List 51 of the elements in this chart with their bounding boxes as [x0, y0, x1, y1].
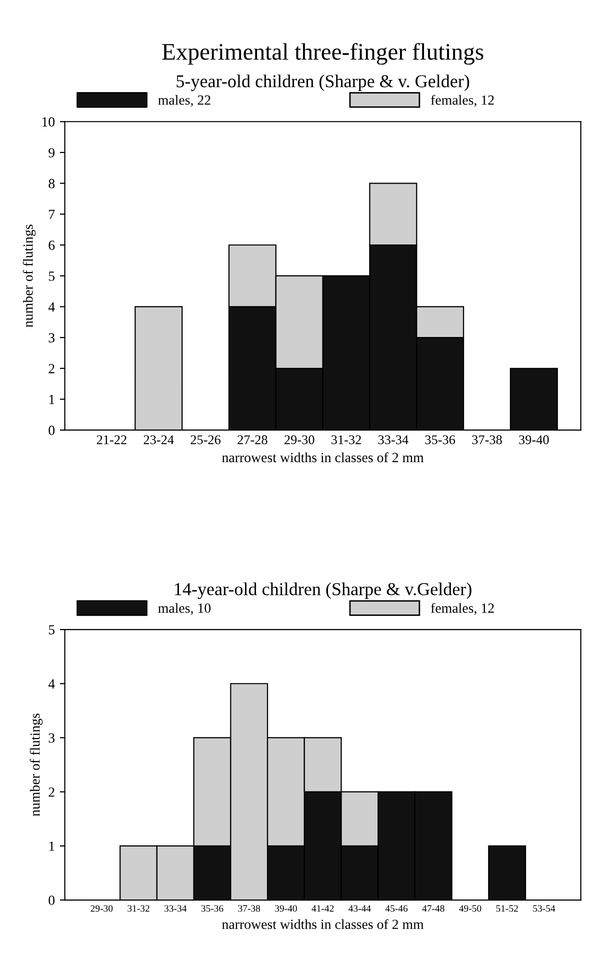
x-tick-label: 53-54 [533, 905, 556, 912]
y-axis-title: number of flutings [22, 224, 36, 328]
x-tick-label: 29-30 [90, 905, 113, 912]
x-tick-label: 31-32 [331, 435, 361, 444]
y-tick-label: 3 [48, 733, 55, 743]
chart-subtitle: 5-year-old children (Sharpe & v. Gelder) [176, 74, 470, 92]
chart-title: 14-year-old children (Sharpe & v.Gelder) [175, 582, 472, 599]
x-tick-label: 35-36 [201, 905, 224, 912]
x-tick-label: 23-24 [144, 435, 174, 444]
y-tick-label: 5 [48, 625, 55, 634]
x-tick-label: 35-36 [425, 435, 456, 444]
x-tick-label: 29-30 [284, 435, 314, 444]
x-tick-label: 25-26 [190, 435, 221, 444]
x-axis-title: narrowest widths in classes of 2 mm [222, 919, 424, 930]
y-tick-label: 4 [48, 302, 55, 312]
y-tick-label: 4 [48, 679, 55, 688]
y-tick-label: 0 [48, 896, 55, 905]
x-tick-label: 37-38 [472, 435, 502, 444]
y-axis-title: number of flutings [30, 714, 43, 816]
y-tick-label: 1 [49, 394, 54, 404]
y-tick-label: 3 [48, 333, 55, 342]
x-tick-label: 37-38 [238, 905, 260, 912]
x-axis-title: narrowest widths in classes of 2 mm [222, 452, 424, 462]
x-tick-label: 31-32 [128, 905, 150, 912]
x-tick-label: 51-52 [496, 905, 518, 912]
x-tick-label: 47-48 [422, 905, 444, 912]
y-tick-label: 9 [48, 148, 55, 158]
x-tick-label: 39-40 [275, 905, 297, 912]
y-tick-label: 6 [48, 240, 55, 250]
x-tick-label: 43-44 [348, 905, 371, 912]
y-tick-label: 7 [49, 210, 55, 219]
legend-label: males, 10 [158, 603, 211, 615]
x-tick-label: 33-34 [164, 905, 187, 912]
x-tick-label: 39-40 [519, 435, 549, 444]
y-tick-label: 2 [48, 787, 54, 797]
legend-label: females, 12 [430, 94, 494, 107]
x-tick-label: 49-50 [459, 905, 482, 912]
x-tick-label: 45-46 [385, 905, 408, 912]
legend-label: males, 22 [158, 94, 210, 107]
x-tick-label: 27-28 [238, 435, 268, 444]
y-tick-label: 8 [48, 178, 55, 188]
y-tick-label: 5 [48, 272, 55, 281]
y-tick-label: 2 [48, 364, 54, 374]
x-tick-label: 21-22 [96, 435, 126, 444]
x-tick-label: 33-34 [378, 435, 408, 444]
y-tick-label: 1 [49, 842, 54, 851]
legend-label: females, 12 [430, 602, 494, 615]
x-tick-label: 41-42 [312, 905, 334, 912]
chart-title: Experimental three-finger flutings [162, 42, 484, 65]
y-tick-label: 0 [48, 426, 55, 436]
y-tick-label: 10 [42, 117, 55, 127]
